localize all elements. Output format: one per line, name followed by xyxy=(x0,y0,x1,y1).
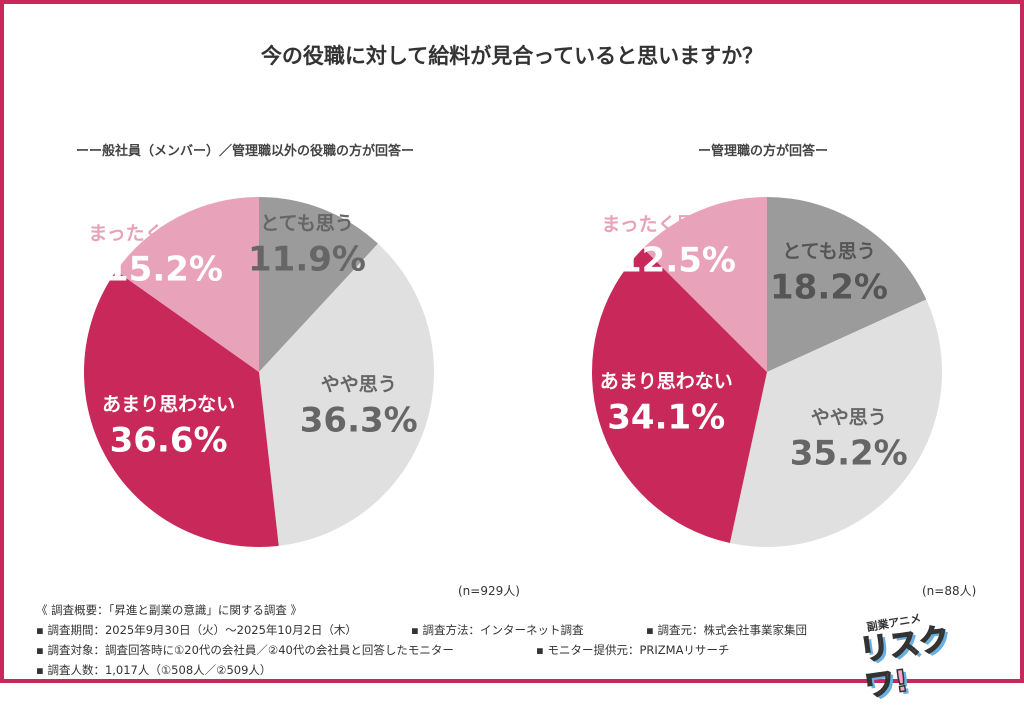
percent-label: 12.5% xyxy=(618,240,736,281)
pie2-label-yaya: やや思う 35.2% xyxy=(790,402,908,473)
pie1-slice-totemo xyxy=(259,197,378,372)
pie1-slice-yaya xyxy=(259,243,434,546)
percent-label: 36.3% xyxy=(299,400,418,441)
notes-provider: ▪ モニター提供元：PRIZMAリサーチ xyxy=(536,643,730,657)
pie2-slice-mattaku xyxy=(643,197,767,372)
percent-label: 34.1% xyxy=(607,397,726,438)
pie1-slice-amari xyxy=(84,270,279,547)
percent-label: 11.9% xyxy=(248,239,366,280)
percent-label: 35.2% xyxy=(789,433,908,474)
pie1-label-totemo: とても思う 11.9% xyxy=(248,209,366,280)
category-label: まったく思わない xyxy=(601,213,753,236)
pie2-slice-totemo xyxy=(767,197,927,372)
pie2-label-amari: あまり思わない 34.1% xyxy=(600,366,733,437)
notes-heading: 《 調査概要：「昇進と副業の意識」に関する調査 》 xyxy=(36,603,303,617)
percent-label: 36.6% xyxy=(109,420,228,461)
percent-label: 15.2% xyxy=(105,249,223,290)
page-title: 今の役職に対して給料が見合っていると思いますか？ xyxy=(260,44,764,68)
pie2-slice-amari xyxy=(592,248,767,544)
category-label: やや思う xyxy=(810,406,887,429)
pie1-slice-mattaku xyxy=(116,197,260,372)
pie2-slice-yaya xyxy=(729,299,942,547)
category-label: あまり思わない xyxy=(102,393,236,416)
pie2-label-totemo: とても思う 18.2% xyxy=(770,237,888,308)
notes-count: ▪ 調査人数：1,017人（①508人／②509人） xyxy=(36,663,272,677)
pie1-label-yaya: やや思う 36.3% xyxy=(300,369,418,440)
pie-charts xyxy=(84,197,942,547)
notes-org: ▪ 調査元：株式会社事業家集団 xyxy=(646,623,807,637)
n-left: (n=929人) xyxy=(458,584,520,598)
notes-period: ▪ 調査期間：2025年9月30日（火）～2025年10月2日（木） xyxy=(36,623,357,637)
pie1-label-amari: あまり思わない 36.6% xyxy=(102,390,235,461)
category-label: とても思う xyxy=(782,240,876,263)
survey-notes: 《 調査概要：「昇進と副業の意識」に関する調査 》 ▪ 調査期間：2025年9月… xyxy=(36,600,807,680)
category-label: あまり思わない xyxy=(599,370,733,393)
notes-method: ▪ 調査方法：インターネット調査 xyxy=(411,623,584,637)
category-label: まったく思わない xyxy=(88,222,240,245)
category-label: やや思う xyxy=(320,373,397,396)
category-label: とても思う xyxy=(260,212,354,235)
n-right: (n=88人) xyxy=(922,584,977,598)
percent-label: 18.2% xyxy=(770,267,888,308)
logo: 副業アニメ リスクワ! xyxy=(857,610,972,705)
notes-target: ▪ 調査対象：調査回答時に①20代の会社員／②40代の会社員と回答したモニター xyxy=(36,643,454,657)
pie1-label-mattaku: まったく思わない 15.2% xyxy=(88,219,239,290)
subtitle-left: ーー般社員（メンバー）／管理職以外の役職の方が回答ー xyxy=(76,144,415,159)
logo-main: リスクワ! xyxy=(857,621,952,705)
subtitle-right: ー管理職の方が回答ー xyxy=(698,144,829,159)
pie2-label-mattaku: まったく思わない 12.5% xyxy=(601,210,752,281)
